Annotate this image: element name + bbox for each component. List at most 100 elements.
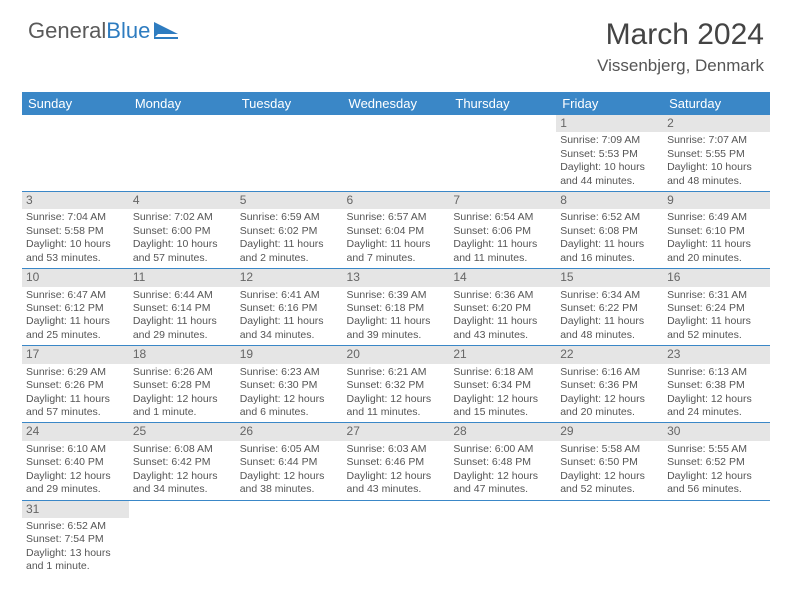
calendar-cell (129, 500, 236, 577)
sunrise-text: Sunrise: 7:07 AM (667, 134, 766, 147)
sunrise-text: Sunrise: 6:36 AM (453, 289, 552, 302)
day-number: 12 (236, 269, 343, 286)
day-number: 6 (343, 192, 450, 209)
daylight-text: Daylight: 11 hours and 29 minutes. (133, 315, 232, 342)
sunset-text: Sunset: 6:20 PM (453, 302, 552, 315)
calendar-row: 24Sunrise: 6:10 AMSunset: 6:40 PMDayligh… (22, 423, 770, 500)
sunrise-text: Sunrise: 6:16 AM (560, 366, 659, 379)
day-number: 8 (556, 192, 663, 209)
calendar-cell: 16Sunrise: 6:31 AMSunset: 6:24 PMDayligh… (663, 269, 770, 346)
sunset-text: Sunset: 6:38 PM (667, 379, 766, 392)
sunset-text: Sunset: 6:30 PM (240, 379, 339, 392)
daylight-text: Daylight: 10 hours and 53 minutes. (26, 238, 125, 265)
sunrise-text: Sunrise: 6:47 AM (26, 289, 125, 302)
sunset-text: Sunset: 6:10 PM (667, 225, 766, 238)
sunset-text: Sunset: 6:28 PM (133, 379, 232, 392)
calendar-cell (236, 500, 343, 577)
sunrise-text: Sunrise: 7:04 AM (26, 211, 125, 224)
sunrise-text: Sunrise: 6:29 AM (26, 366, 125, 379)
calendar-cell: 8Sunrise: 6:52 AMSunset: 6:08 PMDaylight… (556, 192, 663, 269)
calendar-row: 1Sunrise: 7:09 AMSunset: 5:53 PMDaylight… (22, 115, 770, 192)
sunset-text: Sunset: 7:54 PM (26, 533, 125, 546)
calendar-cell: 22Sunrise: 6:16 AMSunset: 6:36 PMDayligh… (556, 346, 663, 423)
daylight-text: Daylight: 12 hours and 24 minutes. (667, 393, 766, 420)
daylight-text: Daylight: 11 hours and 39 minutes. (347, 315, 446, 342)
calendar-cell: 12Sunrise: 6:41 AMSunset: 6:16 PMDayligh… (236, 269, 343, 346)
calendar-cell: 17Sunrise: 6:29 AMSunset: 6:26 PMDayligh… (22, 346, 129, 423)
sunset-text: Sunset: 6:50 PM (560, 456, 659, 469)
day-number: 27 (343, 423, 450, 440)
calendar-cell: 9Sunrise: 6:49 AMSunset: 6:10 PMDaylight… (663, 192, 770, 269)
sunset-text: Sunset: 6:00 PM (133, 225, 232, 238)
sunset-text: Sunset: 6:48 PM (453, 456, 552, 469)
sunset-text: Sunset: 6:34 PM (453, 379, 552, 392)
sunset-text: Sunset: 6:14 PM (133, 302, 232, 315)
calendar-cell: 27Sunrise: 6:03 AMSunset: 6:46 PMDayligh… (343, 423, 450, 500)
sunrise-text: Sunrise: 6:34 AM (560, 289, 659, 302)
sunset-text: Sunset: 6:18 PM (347, 302, 446, 315)
daylight-text: Daylight: 11 hours and 34 minutes. (240, 315, 339, 342)
day-number: 22 (556, 346, 663, 363)
daylight-text: Daylight: 11 hours and 52 minutes. (667, 315, 766, 342)
logo-text-2: Blue (106, 18, 150, 44)
sunrise-text: Sunrise: 6:54 AM (453, 211, 552, 224)
calendar-cell (343, 500, 450, 577)
calendar-cell: 4Sunrise: 7:02 AMSunset: 6:00 PMDaylight… (129, 192, 236, 269)
day-header: Tuesday (236, 92, 343, 115)
calendar-cell: 24Sunrise: 6:10 AMSunset: 6:40 PMDayligh… (22, 423, 129, 500)
calendar-cell: 14Sunrise: 6:36 AMSunset: 6:20 PMDayligh… (449, 269, 556, 346)
sunrise-text: Sunrise: 6:10 AM (26, 443, 125, 456)
calendar-cell: 2Sunrise: 7:07 AMSunset: 5:55 PMDaylight… (663, 115, 770, 192)
day-header: Monday (129, 92, 236, 115)
day-number: 31 (22, 501, 129, 518)
day-number: 5 (236, 192, 343, 209)
sunrise-text: Sunrise: 6:44 AM (133, 289, 232, 302)
day-number: 13 (343, 269, 450, 286)
daylight-text: Daylight: 12 hours and 11 minutes. (347, 393, 446, 420)
day-number: 15 (556, 269, 663, 286)
calendar-row: 31Sunrise: 6:52 AMSunset: 7:54 PMDayligh… (22, 500, 770, 577)
sunrise-text: Sunrise: 6:26 AM (133, 366, 232, 379)
sunset-text: Sunset: 6:36 PM (560, 379, 659, 392)
sunrise-text: Sunrise: 6:21 AM (347, 366, 446, 379)
sunset-text: Sunset: 6:42 PM (133, 456, 232, 469)
day-number: 24 (22, 423, 129, 440)
day-number: 17 (22, 346, 129, 363)
sunset-text: Sunset: 6:52 PM (667, 456, 766, 469)
location: Vissenbjerg, Denmark (597, 56, 764, 76)
calendar-cell (449, 115, 556, 192)
daylight-text: Daylight: 10 hours and 44 minutes. (560, 161, 659, 188)
daylight-text: Daylight: 11 hours and 11 minutes. (453, 238, 552, 265)
calendar-cell: 7Sunrise: 6:54 AMSunset: 6:06 PMDaylight… (449, 192, 556, 269)
sunrise-text: Sunrise: 6:00 AM (453, 443, 552, 456)
calendar-cell: 1Sunrise: 7:09 AMSunset: 5:53 PMDaylight… (556, 115, 663, 192)
calendar-cell (129, 115, 236, 192)
sunset-text: Sunset: 6:32 PM (347, 379, 446, 392)
daylight-text: Daylight: 12 hours and 38 minutes. (240, 470, 339, 497)
calendar-cell: 20Sunrise: 6:21 AMSunset: 6:32 PMDayligh… (343, 346, 450, 423)
daylight-text: Daylight: 11 hours and 48 minutes. (560, 315, 659, 342)
day-number: 18 (129, 346, 236, 363)
calendar-cell: 13Sunrise: 6:39 AMSunset: 6:18 PMDayligh… (343, 269, 450, 346)
day-number: 30 (663, 423, 770, 440)
calendar-cell: 30Sunrise: 5:55 AMSunset: 6:52 PMDayligh… (663, 423, 770, 500)
day-number: 10 (22, 269, 129, 286)
sunset-text: Sunset: 6:04 PM (347, 225, 446, 238)
day-header: Thursday (449, 92, 556, 115)
sunrise-text: Sunrise: 7:02 AM (133, 211, 232, 224)
sunrise-text: Sunrise: 6:52 AM (560, 211, 659, 224)
day-number: 16 (663, 269, 770, 286)
daylight-text: Daylight: 10 hours and 48 minutes. (667, 161, 766, 188)
sunset-text: Sunset: 6:44 PM (240, 456, 339, 469)
sunrise-text: Sunrise: 6:08 AM (133, 443, 232, 456)
sunrise-text: Sunrise: 6:13 AM (667, 366, 766, 379)
sunset-text: Sunset: 5:58 PM (26, 225, 125, 238)
day-number: 28 (449, 423, 556, 440)
sunrise-text: Sunrise: 6:41 AM (240, 289, 339, 302)
calendar-cell: 18Sunrise: 6:26 AMSunset: 6:28 PMDayligh… (129, 346, 236, 423)
logo-flag-icon (154, 22, 180, 40)
sunset-text: Sunset: 6:06 PM (453, 225, 552, 238)
day-header-row: Sunday Monday Tuesday Wednesday Thursday… (22, 92, 770, 115)
day-number: 2 (663, 115, 770, 132)
sunrise-text: Sunrise: 6:31 AM (667, 289, 766, 302)
